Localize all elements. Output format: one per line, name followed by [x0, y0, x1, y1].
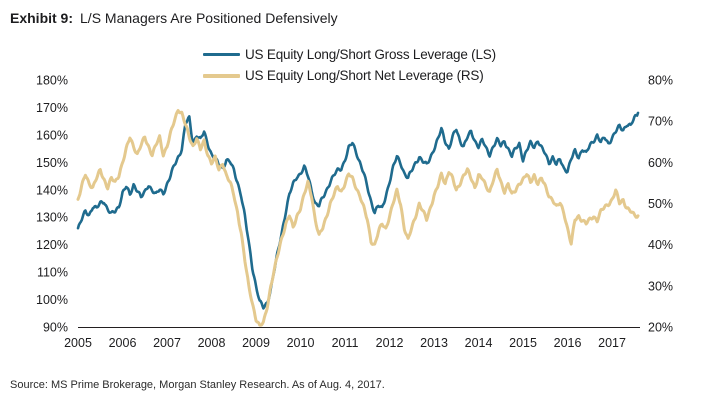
y-axis-left-tick: 170% — [36, 101, 68, 115]
legend-label-gross: US Equity Long/Short Gross Leverage (LS) — [245, 47, 496, 62]
y-axis-left-tick: 110% — [37, 266, 68, 280]
chart-legend: US Equity Long/Short Gross Leverage (LS)… — [203, 44, 496, 86]
legend-item-gross: US Equity Long/Short Gross Leverage (LS) — [203, 44, 496, 65]
x-axis-tick: 2006 — [109, 336, 137, 350]
legend-item-net: US Equity Long/Short Net Leverage (RS) — [203, 65, 496, 86]
y-axis-right-tick: 80% — [648, 74, 673, 88]
x-axis-tick: 2005 — [64, 336, 92, 350]
x-axis-tick: 2009 — [242, 336, 270, 350]
x-axis-tick: 2012 — [376, 336, 404, 350]
x-axis-tick: 2013 — [420, 336, 448, 350]
y-axis-left-tick: 140% — [36, 183, 68, 197]
y-axis-right-tick: 60% — [648, 156, 673, 170]
x-axis-tick: 2016 — [554, 336, 582, 350]
y-axis-left-tick: 180% — [36, 74, 68, 88]
x-axis-tick: 2008 — [198, 336, 226, 350]
exhibit-number: Exhibit 9: — [10, 10, 74, 26]
y-axis-right-tick: 40% — [648, 238, 673, 252]
y-axis-right-tick: 20% — [648, 321, 673, 335]
x-axis-tick: 2014 — [465, 336, 493, 350]
y-axis-right-tick: 50% — [648, 197, 673, 211]
exhibit-title: Exhibit 9: L/S Managers Are Positioned De… — [10, 9, 338, 27]
net-line-swatch — [203, 73, 240, 78]
y-axis-left-tick: 100% — [36, 293, 68, 307]
series-line-gross-leverage — [76, 111, 640, 310]
exhibit-title-text: L/S Managers Are Positioned Defensively — [80, 10, 338, 26]
x-axis-tick: 2017 — [598, 336, 626, 350]
series-line-net-leverage — [76, 109, 640, 327]
gross-line-swatch — [203, 53, 240, 56]
x-axis-tick: 2015 — [509, 336, 537, 350]
x-axis-tick: 2007 — [153, 336, 181, 350]
y-axis-left-tick: 160% — [36, 128, 68, 142]
y-axis-right-tick: 30% — [648, 279, 673, 293]
y-axis-right-tick: 70% — [648, 115, 673, 129]
y-axis-left-tick: 90% — [43, 321, 68, 335]
x-axis-tick: 2010 — [287, 336, 315, 350]
y-axis-left-tick: 120% — [36, 238, 68, 252]
y-axis-left-tick: 150% — [36, 156, 68, 170]
legend-label-net: US Equity Long/Short Net Leverage (RS) — [245, 68, 484, 83]
x-axis-tick: 2011 — [332, 336, 359, 350]
y-axis-left-tick: 130% — [36, 211, 68, 225]
source-note: Source: MS Prime Brokerage, Morgan Stanl… — [10, 379, 385, 391]
